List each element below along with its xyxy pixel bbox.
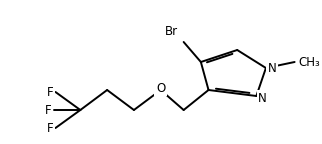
Text: O: O <box>156 82 165 94</box>
Text: N: N <box>268 61 277 74</box>
Text: CH₃: CH₃ <box>298 55 320 69</box>
Text: N: N <box>258 91 267 105</box>
Text: F: F <box>45 104 52 116</box>
Text: Br: Br <box>165 25 178 38</box>
Text: F: F <box>47 122 53 134</box>
Text: F: F <box>47 86 53 98</box>
